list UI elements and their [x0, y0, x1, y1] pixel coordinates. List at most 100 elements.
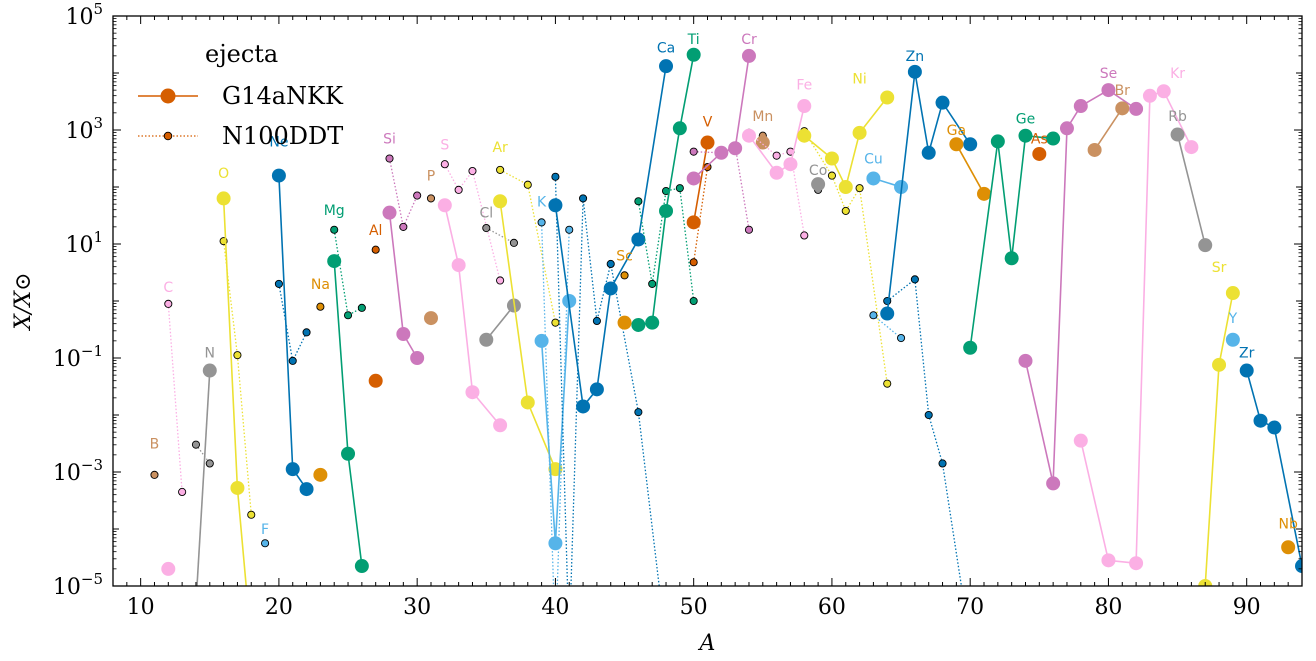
n100ddt-point-ca-46 — [634, 408, 643, 417]
n100ddt-point-ar-38 — [523, 180, 532, 189]
axes: B C N O F Ne Na Mg Al Si PS Cl Ar K Ca Sc Ti V Cr Mn Fe Co Ni C… — [53, 0, 1303, 620]
element-label-mg: Mg — [324, 203, 345, 219]
element-label-c: C — [163, 280, 173, 296]
g14ankk-point-nb-93 — [1281, 540, 1296, 555]
element-label-y: Y — [1228, 311, 1238, 327]
g14ankk-point-ca-43 — [589, 382, 604, 397]
element-label-v: V — [703, 114, 713, 130]
g14ankk-point-ni-58 — [797, 128, 812, 143]
element-b — [150, 470, 159, 479]
n100ddt-point-cu-65 — [897, 333, 906, 343]
element-nb — [1281, 540, 1296, 555]
element-f — [261, 539, 270, 548]
g14ankk-point-ti-49 — [672, 121, 687, 136]
n100ddt-point-si-29 — [399, 222, 408, 231]
g14ankk-point-ne-20 — [271, 168, 286, 183]
n100ddt-point-b-11 — [150, 470, 159, 479]
element-label-fe: Fe — [796, 77, 812, 93]
element-zn — [880, 64, 978, 586]
element-label-al: Al — [369, 223, 382, 239]
element-label-ne: Ne — [269, 134, 288, 150]
n100ddt-line-ni — [803, 130, 888, 384]
legend-label: G14aNKK — [222, 82, 344, 110]
g14ankk-line-s — [444, 205, 501, 426]
g14ankk-point-ge-74 — [1018, 128, 1033, 143]
n100ddt-point-ar-36 — [496, 165, 505, 174]
n100ddt-point-ti-47 — [648, 279, 657, 288]
g14ankk-point-kr-82 — [1129, 556, 1144, 571]
g14ankk-point-s-34 — [465, 385, 480, 400]
g14ankk-point-ge-72 — [990, 134, 1005, 149]
g14ankk-point-ar-38 — [520, 395, 535, 410]
g14ankk-point-as-75 — [1032, 146, 1047, 161]
g14ankk-point-cr-53 — [728, 141, 743, 156]
element-ge — [963, 128, 1061, 355]
legend-label: N100DDT — [222, 122, 343, 150]
element-label-cu: Cu — [864, 152, 883, 168]
g14ankk-point-s-32 — [437, 198, 452, 213]
g14ankk-point-ne-21 — [285, 462, 300, 477]
legend-marker-small — [163, 131, 173, 141]
n100ddt-point-fe-56 — [772, 151, 781, 160]
element-ne — [271, 168, 314, 497]
g14ankk-line-n — [196, 370, 211, 586]
n100ddt-point-ti-49 — [675, 184, 684, 193]
legend-title: ejecta — [205, 40, 278, 68]
g14ankk-point-s-36 — [493, 418, 508, 433]
element-cu — [866, 171, 909, 343]
element-label-se: Se — [1100, 66, 1118, 82]
element-si — [382, 154, 425, 365]
n100ddt-point-o-18 — [247, 510, 256, 519]
n100ddt-point-cu-63 — [869, 311, 878, 320]
g14ankk-point-mg-26 — [354, 559, 369, 574]
g14ankk-point-se-80 — [1101, 83, 1116, 98]
n100ddt-point-ca-40 — [551, 172, 560, 181]
g14ankk-point-sr-89 — [1225, 286, 1240, 301]
n100ddt-point-al-27 — [371, 245, 380, 254]
g14ankk-point-ca-48 — [659, 59, 674, 74]
n100ddt-point-ti-50 — [689, 296, 698, 306]
g14ankk-point-zr-94 — [1295, 559, 1302, 574]
g14ankk-line-mg — [333, 261, 363, 567]
g14ankk-line-ca — [554, 66, 667, 409]
n100ddt-line-k — [540, 222, 570, 586]
g14ankk-line-kr — [1080, 90, 1193, 565]
n100ddt-point-ar-40 — [551, 318, 560, 327]
g14ankk-point-cr-52 — [714, 145, 729, 160]
element-label-o: O — [218, 166, 229, 182]
element-mn — [755, 131, 770, 150]
g14ankk-point-zr-90 — [1239, 363, 1254, 378]
n100ddt-point-ne-22 — [302, 328, 311, 337]
element-label-s: S — [440, 137, 449, 153]
element-y — [1225, 332, 1240, 347]
element-al — [368, 245, 383, 388]
n100ddt-point-ni-62 — [855, 184, 864, 193]
g14ankk-point-cr-50 — [686, 171, 701, 186]
g14ankk-point-br-81 — [1115, 101, 1130, 116]
n100ddt-point-zn-68 — [938, 459, 947, 468]
n100ddt-point-s-36 — [496, 276, 505, 285]
g14ankk-point-kr-78 — [1073, 433, 1088, 448]
g14ankk-point-rb-87 — [1198, 238, 1213, 253]
n100ddt-point-n-15 — [205, 459, 214, 468]
element-label-ga: Ga — [947, 123, 966, 139]
g14ankk-point-al-27 — [368, 373, 383, 388]
g14ankk-point-n-15 — [202, 363, 217, 378]
n100ddt-point-cl-35 — [482, 223, 491, 233]
g14ankk-point-cr-54 — [741, 48, 756, 63]
n100ddt-point-zn-67 — [924, 410, 933, 420]
n100ddt-point-ne-20 — [274, 279, 283, 288]
element-rb — [1170, 127, 1213, 253]
g14ankk-point-ti-47 — [645, 315, 660, 330]
element-label-co: Co — [809, 163, 827, 179]
g14ankk-point-zn-66 — [907, 64, 922, 79]
n100ddt-line-ar — [499, 169, 557, 323]
g14ankk-point-mn-55 — [755, 135, 770, 150]
n100ddt-point-cl-37 — [509, 238, 518, 247]
element-br — [1087, 101, 1130, 157]
n100ddt-point-si-28 — [385, 154, 394, 163]
element-label-sr: Sr — [1212, 260, 1227, 276]
element-p — [423, 194, 438, 326]
g14ankk-line-ne — [278, 175, 308, 490]
x-tick-label: 50 — [680, 595, 708, 620]
